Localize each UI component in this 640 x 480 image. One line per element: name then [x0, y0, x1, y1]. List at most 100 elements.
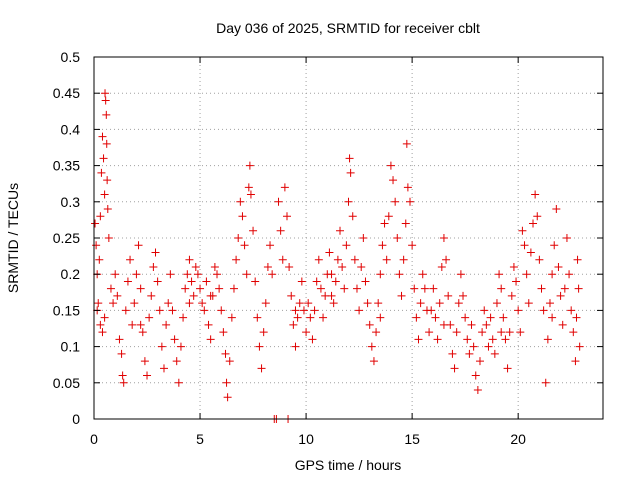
grid-lines [94, 57, 603, 419]
data-point [185, 299, 194, 308]
data-point [550, 241, 559, 250]
chart-title: Day 036 of 2025, SRMTID for receiver cbl… [216, 20, 480, 36]
data-point [539, 306, 548, 315]
data-point [497, 284, 506, 293]
data-point [473, 386, 482, 395]
data-point [374, 299, 383, 308]
data-point [314, 255, 323, 264]
data-point [391, 197, 400, 206]
data-point [123, 277, 132, 286]
data-point [174, 378, 183, 387]
data-point [486, 313, 495, 322]
data-point [425, 328, 434, 337]
y-tick-label: 0.15 [53, 302, 80, 318]
data-point [98, 132, 107, 141]
data-point [516, 328, 525, 337]
data-point [418, 270, 427, 279]
data-point [291, 342, 300, 351]
data-point [475, 357, 484, 366]
data-point [99, 154, 108, 163]
data-point [162, 320, 171, 329]
data-point [170, 335, 179, 344]
data-point [389, 176, 398, 185]
y-tick-labels: 0 0.05 0.1 0.15 0.2 0.25 0.3 0.35 0.4 0.45 0.5 [53, 49, 80, 427]
data-point [282, 212, 291, 221]
data-point [117, 349, 126, 358]
data-point [372, 328, 381, 337]
data-point [302, 328, 311, 337]
data-point [147, 291, 156, 300]
data-point [380, 219, 389, 228]
data-point [522, 270, 531, 279]
data-point [526, 248, 535, 257]
data-point [257, 364, 266, 373]
data-point [128, 320, 137, 329]
data-point [429, 284, 438, 293]
data-point [410, 284, 419, 293]
data-point [567, 306, 576, 315]
data-point [236, 197, 245, 206]
axis-ticks [93, 56, 603, 420]
data-point [299, 306, 308, 315]
data-point [344, 197, 353, 206]
data-point [336, 226, 345, 235]
data-point [548, 313, 557, 322]
data-point [297, 277, 306, 286]
data-point [316, 284, 325, 293]
data-point [412, 313, 421, 322]
data-point [461, 313, 470, 322]
data-point [276, 226, 285, 235]
data-point [181, 284, 190, 293]
data-point [319, 313, 328, 322]
x-axis-label: GPS time / hours [295, 457, 402, 473]
data-point [130, 299, 139, 308]
data-point [155, 306, 164, 315]
data-point [280, 183, 289, 192]
data-point [333, 255, 342, 264]
data-point [331, 277, 340, 286]
data-point [376, 270, 385, 279]
data-point [512, 277, 521, 286]
data-point [558, 320, 567, 329]
x-tick-labels: 0 5 10 15 20 [90, 431, 526, 447]
data-point [554, 262, 563, 271]
data-point [101, 96, 110, 105]
data-point [245, 161, 254, 170]
data-point [340, 284, 349, 293]
data-point [100, 190, 109, 199]
data-point [448, 349, 457, 358]
data-point [376, 313, 385, 322]
data-point [132, 270, 141, 279]
data-point [382, 255, 391, 264]
data-points [91, 89, 584, 423]
data-point [289, 320, 298, 329]
data-point [222, 378, 231, 387]
data-point [338, 262, 347, 271]
data-point [459, 291, 468, 300]
data-point [469, 342, 478, 351]
data-point [416, 299, 425, 308]
y-tick-label: 0.5 [61, 49, 81, 65]
data-point [386, 161, 395, 170]
data-point [357, 262, 366, 271]
data-point [367, 342, 376, 351]
x-tick-label: 5 [196, 431, 204, 447]
data-point [102, 110, 111, 119]
data-point [444, 291, 453, 300]
data-point [571, 357, 580, 366]
data-point [310, 306, 319, 315]
data-point [295, 299, 304, 308]
data-point [535, 255, 544, 264]
data-point [565, 270, 574, 279]
data-point [126, 255, 135, 264]
data-point [342, 241, 351, 250]
data-point [98, 328, 107, 337]
data-point [249, 226, 258, 235]
data-point [259, 328, 268, 337]
data-point [119, 378, 128, 387]
data-point [384, 212, 393, 221]
data-point [274, 197, 283, 206]
data-point [456, 270, 465, 279]
data-point [176, 342, 185, 351]
data-point [355, 306, 364, 315]
